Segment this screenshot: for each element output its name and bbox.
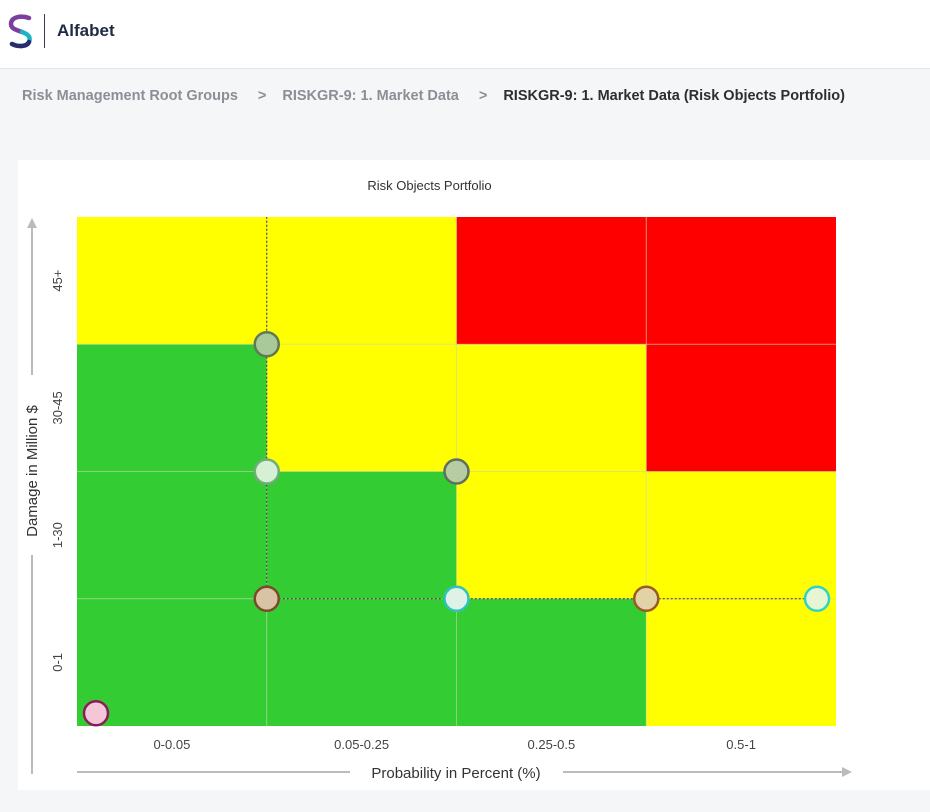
y-axis-label: Damage in Million $: [24, 404, 41, 536]
x-axis-label: Probability in Percent (%): [371, 765, 540, 782]
breadcrumb-separator: >: [257, 88, 267, 104]
risk-cell-high: [646, 217, 836, 345]
x-tick-label: 0.5-1: [726, 737, 756, 752]
risk-cell-medium: [646, 598, 836, 726]
logo-divider: [44, 14, 45, 48]
risk-cell-low: [456, 598, 647, 726]
risk-object-point[interactable]: [253, 458, 280, 485]
y-tick-label: 0-1: [50, 653, 65, 672]
breadcrumb: Risk Management Root Groups > RISKGR-9: …: [22, 86, 845, 106]
risk-object-point[interactable]: [633, 585, 660, 612]
breadcrumb-item-market-data[interactable]: RISKGR-9: 1. Market Data: [282, 88, 459, 104]
x-tick-label: 0-0.05: [153, 737, 190, 752]
alfabet-s-logo-icon[interactable]: [7, 14, 35, 50]
risk-object-point[interactable]: [443, 458, 470, 485]
y-tick-label: 30-45: [50, 391, 65, 424]
risk-object-point[interactable]: [253, 331, 280, 358]
breadcrumb-separator: >: [478, 88, 488, 104]
x-tick-label: 0.05-0.25: [334, 737, 389, 752]
risk-cell-low: [77, 471, 267, 599]
risk-object-point[interactable]: [253, 585, 280, 612]
risk-cell-medium: [456, 471, 647, 599]
chart-title: Risk Objects Portfolio: [367, 178, 491, 193]
risk-cell-medium: [77, 217, 267, 345]
risk-cell-medium: [266, 217, 457, 345]
breadcrumb-item-current: RISKGR-9: 1. Market Data (Risk Objects P…: [503, 88, 845, 104]
app-title[interactable]: Alfabet: [57, 21, 115, 40]
y-axis-arrow-head: [27, 218, 37, 228]
risk-cell-high: [646, 344, 836, 472]
risk-cell-medium: [266, 344, 457, 472]
risk-chart-panel: Risk Objects Portfolio 0-0.05 0.05-0.25 0.2…: [18, 160, 930, 790]
risk-matrix-chart: Risk Objects Portfolio 0-0.05 0.05-0.25 0.2…: [24, 178, 852, 782]
y-tick-label: 45+: [50, 270, 65, 292]
y-tick-label: 1-30: [50, 522, 65, 548]
risk-cell-low: [266, 471, 457, 599]
risk-object-point[interactable]: [443, 585, 470, 612]
risk-object-point[interactable]: [82, 700, 110, 727]
risk-cell-medium: [456, 344, 647, 472]
risk-object-point[interactable]: [803, 585, 831, 612]
risk-cell-low: [77, 344, 267, 472]
risk-cell-medium: [646, 471, 836, 599]
breadcrumb-item-root-groups[interactable]: Risk Management Root Groups: [22, 88, 238, 104]
risk-cell-low: [77, 598, 267, 726]
x-axis-arrow-head: [842, 767, 852, 777]
top-bar: Alfabet: [0, 0, 930, 69]
risk-cell-high: [456, 217, 647, 345]
risk-cell-low: [266, 598, 457, 726]
x-tick-label: 0.25-0.5: [528, 737, 576, 752]
